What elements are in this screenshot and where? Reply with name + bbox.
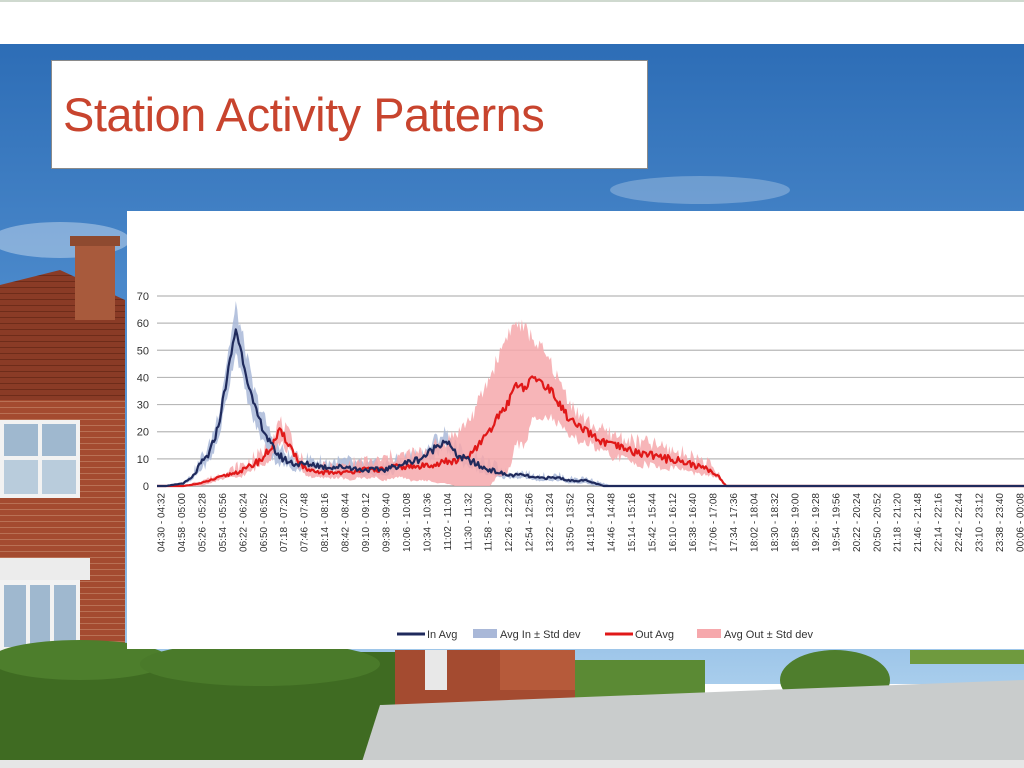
legend-label-out-avg: Out Avg [635,629,674,641]
gridlines [157,295,1024,487]
x-tick-label: 22:14 - 22:16 [934,493,945,552]
std-dev-bands [157,301,1024,486]
x-tick-label: 18:58 - 19:00 [790,493,801,552]
y-axis-ticks: 0 10 20 30 40 50 60 70 [137,291,149,493]
x-tick-label: 05:26 - 05:28 [197,493,208,552]
x-tick-label: 09:10 - 09:12 [361,493,372,552]
legend-swatch-avg-in-std [473,629,497,638]
top-strip [0,0,1024,44]
x-tick-label: 22:42 - 22:44 [954,493,965,552]
x-tick-label: 13:22 - 13:24 [545,493,556,552]
y-tick-label: 0 [143,481,149,493]
slide-title: Station Activity Patterns [63,88,545,141]
x-tick-label: 12:54 - 12:56 [525,493,536,552]
x-tick-label: 18:02 - 18:04 [750,493,761,552]
x-tick-label: 21:46 - 21:48 [913,493,924,552]
x-tick-label: 06:50 - 06:52 [259,493,270,552]
x-tick-label: 11:02 - 11:04 [443,493,454,551]
y-tick-label: 30 [137,400,149,412]
y-tick-label: 70 [137,291,149,303]
y-tick-label: 20 [137,427,149,439]
activity-chart: 0 10 20 30 40 50 60 70 04:30 - 04:32 04:58 - 05:… [137,291,1024,641]
x-tick-label: 21:18 - 21:20 [893,493,904,552]
x-tick-label: 14:18 - 14:20 [586,493,597,552]
series-in-avg [157,328,1024,488]
x-tick-label: 04:30 - 04:32 [157,493,168,552]
driveway [360,680,1024,768]
house [0,236,125,660]
x-tick-label: 11:30 - 11:32 [463,493,474,551]
band-avg-in-std [157,301,1024,486]
x-tick-label: 23:38 - 23:40 [995,493,1006,552]
title-box: Station Activity Patterns [51,60,648,169]
x-tick-label: 18:30 - 18:32 [770,493,781,552]
legend-label-avg-in-std: Avg In ± Std dev [500,629,581,641]
x-tick-label: 10:06 - 10:08 [402,493,413,552]
x-tick-label: 19:54 - 19:56 [831,493,842,552]
y-tick-label: 50 [137,345,149,357]
x-tick-label: 07:46 - 07:48 [300,493,311,552]
legend-swatch-avg-out-std [697,629,721,638]
chart-legend: In Avg Avg In ± Std dev Out Avg Avg Out … [397,629,813,641]
x-tick-label: 15:14 - 15:16 [627,493,638,552]
x-axis-ticks: 04:30 - 04:32 04:58 - 05:00 05:26 - 05:28 0… [157,493,1024,552]
x-tick-label: 07:18 - 07:20 [279,493,290,552]
y-tick-label: 10 [137,454,149,466]
x-tick-label: 15:42 - 15:44 [647,493,658,552]
x-tick-label: 16:38 - 16:40 [688,493,699,552]
x-tick-label: 10:34 - 10:36 [422,493,433,552]
x-tick-label: 08:42 - 08:44 [341,493,352,552]
x-tick-label: 23:10 - 23:12 [975,493,986,552]
x-tick-label: 00:06 - 00:08 [1015,493,1024,552]
x-tick-label: 17:34 - 17:36 [729,493,740,552]
x-tick-label: 17:06 - 17:08 [709,493,720,552]
x-tick-label: 06:22 - 06:24 [238,493,249,552]
x-tick-label: 20:22 - 20:24 [852,493,863,552]
legend-label-avg-out-std: Avg Out ± Std dev [724,629,813,641]
x-tick-label: 14:46 - 14:48 [606,493,617,552]
x-tick-label: 08:14 - 08:16 [320,493,331,552]
x-tick-label: 05:54 - 05:56 [218,493,229,552]
y-tick-label: 40 [137,372,149,384]
x-tick-label: 11:58 - 12:00 [484,493,495,552]
x-tick-label: 16:10 - 16:12 [668,493,679,552]
x-tick-label: 04:58 - 05:00 [177,493,188,552]
y-tick-label: 60 [137,318,149,330]
legend-label-in-avg: In Avg [427,629,457,641]
series-lines [157,328,1024,488]
chart-panel: 0 10 20 30 40 50 60 70 04:30 - 04:32 04:58 - 05:… [127,211,1024,649]
x-tick-label: 20:50 - 20:52 [872,493,883,552]
x-tick-label: 12:26 - 12:28 [504,493,515,552]
x-tick-label: 13:50 - 13:52 [566,493,577,552]
x-tick-label: 09:38 - 09:40 [381,493,392,552]
x-tick-label: 19:26 - 19:28 [811,493,822,552]
